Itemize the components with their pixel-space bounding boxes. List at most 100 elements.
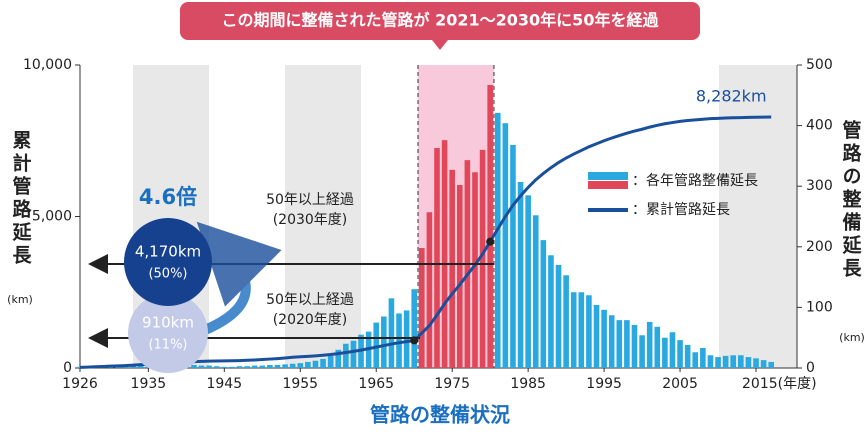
bar xyxy=(760,360,767,368)
x-tick-label: 1955 xyxy=(282,376,318,392)
bar xyxy=(700,348,706,368)
bar xyxy=(122,366,129,368)
bar xyxy=(289,363,296,368)
bar xyxy=(419,248,425,368)
y2-axis-label: 管路の整備延長 xyxy=(840,119,863,281)
bar xyxy=(343,343,349,368)
bar xyxy=(327,355,334,368)
x-tick-label: 1985 xyxy=(510,376,546,392)
bar xyxy=(213,366,220,368)
bar xyxy=(715,357,721,368)
y2-tick-label: 200 xyxy=(806,239,833,255)
bar xyxy=(441,140,448,368)
bar xyxy=(593,304,600,368)
bar xyxy=(517,181,524,368)
circle-value: 4,170km xyxy=(135,243,201,261)
y-tick-label: 5,000 xyxy=(32,209,72,225)
y2-tick-label: 0 xyxy=(806,360,815,376)
bar xyxy=(297,363,304,368)
legend-swatch xyxy=(588,172,628,180)
bar xyxy=(381,316,387,368)
ratio: 4.6倍 xyxy=(139,185,197,209)
bar xyxy=(244,366,250,368)
bar xyxy=(137,365,144,368)
bar xyxy=(525,195,531,368)
bar xyxy=(684,344,691,368)
banner-box xyxy=(180,2,700,40)
bar xyxy=(692,352,699,368)
bar xyxy=(745,357,752,368)
chart-title: 管路の整備状況 xyxy=(370,403,510,427)
bar xyxy=(282,364,288,368)
y2-tick-label: 300 xyxy=(806,178,833,194)
circle-2030 xyxy=(124,218,212,306)
y2-tick-label: 100 xyxy=(806,299,833,315)
legend-swatch xyxy=(588,181,628,189)
bar xyxy=(472,172,478,368)
bar xyxy=(631,324,638,368)
bar xyxy=(388,298,395,368)
bar xyxy=(646,321,653,368)
band xyxy=(719,65,797,368)
bar xyxy=(555,264,562,368)
bar xyxy=(259,365,266,368)
bar xyxy=(373,322,380,368)
bar xyxy=(753,358,759,368)
bar xyxy=(578,292,585,368)
bar xyxy=(320,358,326,368)
bar xyxy=(510,144,516,368)
arrow-2020-text: (2020年度) xyxy=(273,312,348,328)
bar xyxy=(639,335,645,368)
growth-arrow xyxy=(196,221,282,335)
bar xyxy=(251,365,258,368)
bar xyxy=(434,148,440,368)
bar xyxy=(722,355,729,368)
bar xyxy=(221,366,228,368)
y-axis-label: 累計管路延長 xyxy=(10,130,33,268)
bar xyxy=(312,360,319,368)
legend-label: ：各年管路整備延長 xyxy=(632,173,758,189)
bar xyxy=(616,320,623,368)
bar xyxy=(403,310,410,368)
legend-label: ：累計管路延長 xyxy=(632,202,730,218)
bar xyxy=(456,184,463,368)
bar xyxy=(586,295,592,368)
y2-tick-label: 400 xyxy=(806,118,833,134)
bar xyxy=(479,149,486,368)
bar xyxy=(411,289,418,368)
bar xyxy=(570,292,577,368)
y-tick-label: 0 xyxy=(63,360,72,376)
x-tick-label: 1975 xyxy=(434,376,470,392)
x-tick-label: 1995 xyxy=(586,376,622,392)
y-axis-unit: (km) xyxy=(7,293,33,306)
arrow-2020-text: 50年以上経過 xyxy=(266,292,354,308)
bar xyxy=(738,355,744,368)
bar xyxy=(449,169,455,368)
circle-2020 xyxy=(128,293,208,373)
bar xyxy=(274,364,281,368)
bar xyxy=(206,365,212,368)
bar xyxy=(624,320,630,368)
circle-share: (50%) xyxy=(148,267,187,282)
x-tick-label: 2015(年度) xyxy=(742,376,817,392)
bar xyxy=(532,215,539,368)
x-tick-label: 2005 xyxy=(662,376,698,392)
bar xyxy=(229,366,235,368)
circle-value: 910km xyxy=(142,314,194,332)
bar xyxy=(396,313,402,368)
bar xyxy=(502,123,509,369)
bar xyxy=(540,240,547,368)
bar xyxy=(730,355,737,368)
bar xyxy=(130,365,136,368)
bar xyxy=(494,112,501,369)
bar xyxy=(305,361,311,368)
y-tick-label: 10,000 xyxy=(23,57,72,73)
bar xyxy=(563,275,569,368)
bar xyxy=(662,337,668,368)
x-tick-label: 1926 xyxy=(62,376,98,392)
arrow-2030-text: 50年以上経過 xyxy=(266,192,354,208)
bar xyxy=(350,340,357,368)
circle-share: (11%) xyxy=(148,338,187,353)
y2-axis-unit: (km) xyxy=(839,331,865,344)
